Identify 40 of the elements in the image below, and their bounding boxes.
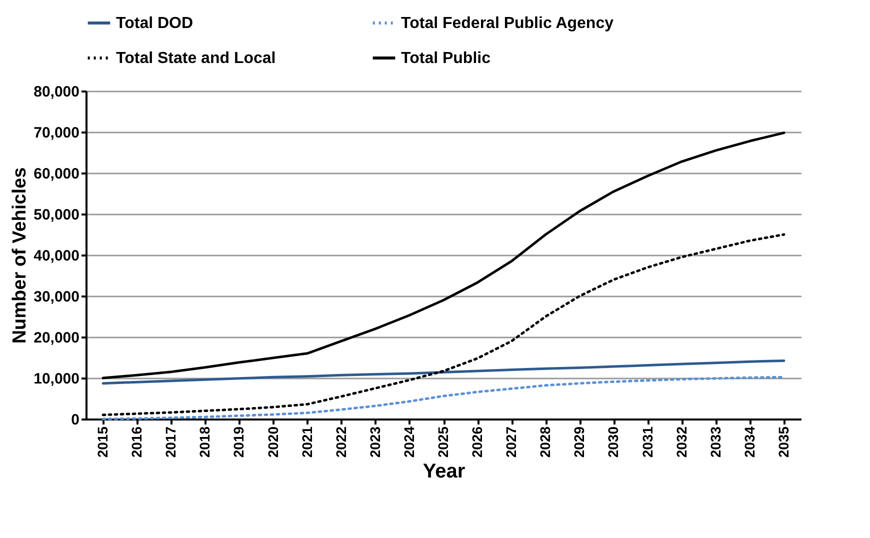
x-tick-label: 2017 [162,426,179,458]
line-series [102,376,786,420]
x-tick-label: 2015 [94,426,111,458]
line-series [102,132,786,380]
x-tick-label: 2020 [264,426,281,458]
y-tick-label: 50,000 [34,206,80,224]
x-tick-label: 2027 [503,426,520,458]
x-tick-label: 2035 [775,426,792,458]
legend-label: Total DOD [116,15,194,32]
y-tick-label: 0 [71,412,80,428]
x-axis-title: Year [422,460,466,483]
legend-label: Total State and Local [116,50,276,67]
x-tick-label: 2033 [707,426,724,458]
x-tick-label: 2031 [639,426,656,458]
x-tick-label: 2032 [673,426,690,458]
x-tick-label: 2034 [741,426,758,458]
x-tick-label: 2021 [298,426,315,458]
x-tick-label: 2018 [196,426,213,458]
x-tick-label: 2016 [128,426,145,458]
x-tick-label: 2024 [400,426,417,458]
x-tick-label: 2026 [469,426,486,458]
y-tick-label: 20,000 [34,330,80,346]
x-tick-label: 2029 [571,426,588,458]
y-tick-label: 40,000 [34,248,80,264]
x-tick-label: 2028 [537,426,554,458]
x-tick-label: 2023 [366,426,383,458]
y-axis-title: Number of Vehicles [10,167,31,344]
x-tick-label: 2019 [230,426,247,458]
y-tick-label: 30,000 [34,288,80,306]
y-tick-label: 10,000 [34,370,80,388]
legend-label: Total Federal Public Agency [401,15,614,32]
line-series [102,360,786,385]
legend-label: Total Public [401,50,491,67]
x-tick-label: 2030 [605,426,622,458]
y-tick-label: 80,000 [34,84,80,100]
line-series [102,233,786,416]
y-tick-label: 70,000 [34,124,80,142]
y-tick-label: 60,000 [34,166,80,182]
x-tick-label: 2025 [435,426,451,458]
x-tick-label: 2022 [332,426,349,458]
